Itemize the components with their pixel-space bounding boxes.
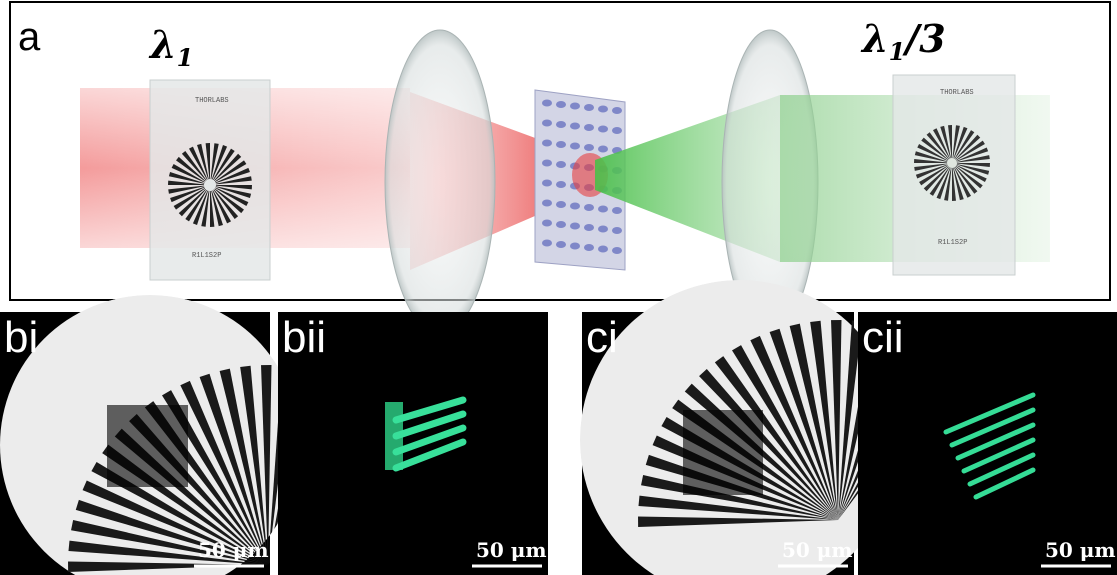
symbol: λ [860,16,889,61]
nanopillar [598,146,608,153]
reference-mask [683,410,763,495]
nanopillar [542,100,552,107]
nanopillar [570,103,580,110]
nanopillar [584,224,594,231]
nanopillar [542,240,552,247]
panel-label: ci [586,313,618,362]
nanopillar [584,124,594,131]
nanopillar [556,221,566,228]
nanopillar [598,206,608,213]
target-center [204,179,216,191]
lens [385,30,495,334]
nanopillar [542,140,552,147]
nanopillar [556,101,566,108]
image-panels: bi 50 μm bii 50 μm ci 50 μm cii 50 μm [0,280,1117,575]
panel-label: bii [282,313,326,362]
scale-bar-label: 50 μm [1045,538,1116,562]
nanopillar [598,126,608,133]
nanopillar [584,204,594,211]
nanopillar [598,246,608,253]
scale-bar-label: 50 μm [782,538,853,562]
panel-label: bi [4,313,38,362]
nanopillar [556,121,566,128]
nanopillar [542,220,552,227]
image-panel: bii 50 μm [278,312,548,575]
nanopillar [542,120,552,127]
target-center [947,158,957,168]
subscript: 1 [889,37,906,66]
nanopillar [556,161,566,168]
nanopillar [584,104,594,111]
nanopillar [570,243,580,250]
target-part: R1L1S2P [938,239,967,247]
target-brand: THORLABS [940,89,974,97]
scale-bar-label: 50 μm [198,538,269,562]
nanopillar [542,180,552,187]
nanopillar [612,127,622,134]
target-brand: THORLABS [195,97,229,105]
nanopillar [612,227,622,234]
figure: THORLABS R1L1S2P THORLABS R1L1S2P a λ1 λ… [0,0,1117,575]
nanopillar [542,160,552,167]
page: THORLABS R1L1S2P THORLABS R1L1S2P a λ1 λ… [0,0,1117,575]
nanopillar [570,123,580,130]
nanopillar [556,141,566,148]
target-part: R1L1S2P [192,252,221,260]
panel-label: a [18,15,41,59]
reference-mask [107,405,188,487]
symbol: λ [148,22,177,67]
nanopillar [598,226,608,233]
nanopillar [584,144,594,151]
nanopillar [570,203,580,210]
panel-label: cii [862,313,904,362]
nanopillar [612,107,622,114]
subscript: 1 [177,43,194,72]
nanopillar [556,181,566,188]
nanopillar [598,106,608,113]
nanopillar [542,200,552,207]
scale-bar-label: 50 μm [476,538,547,562]
nanopillar [584,244,594,251]
nanopillar [612,247,622,254]
nanopillar [570,143,580,150]
nanopillar [612,207,622,214]
suffix: /3 [901,16,945,61]
nanopillar [556,201,566,208]
image-panel: cii 50 μm [858,312,1117,575]
nanopillar [570,223,580,230]
nanopillar [556,241,566,248]
